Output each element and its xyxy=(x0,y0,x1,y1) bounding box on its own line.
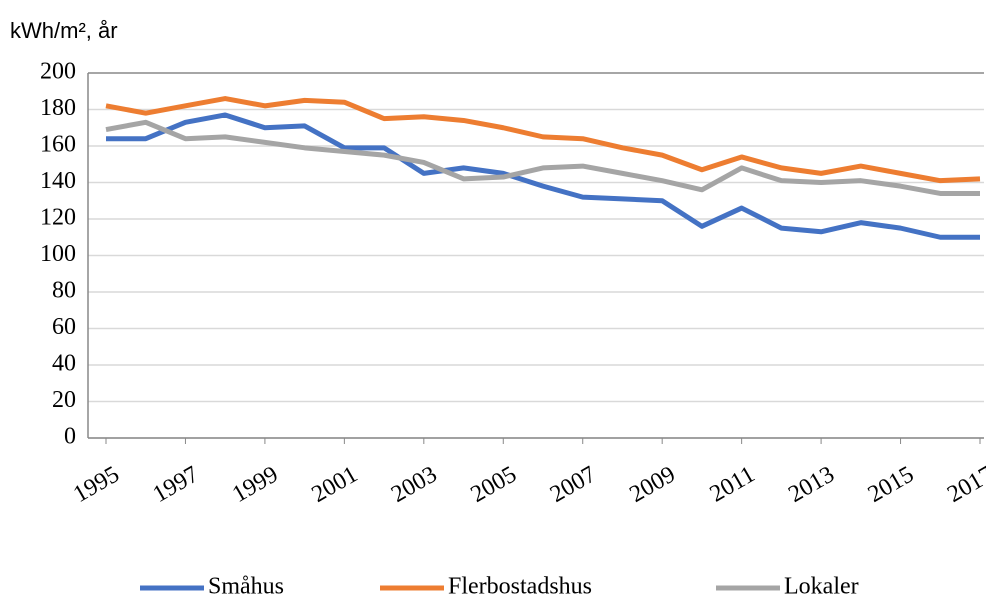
data-line xyxy=(106,112,980,240)
x-tick-label: 2001 xyxy=(308,461,363,508)
x-tick-label: 2003 xyxy=(387,461,442,508)
x-tick-label: 2013 xyxy=(784,461,839,508)
data-line xyxy=(105,119,980,196)
x-tick-label: 1997 xyxy=(149,461,204,508)
legend-label: Småhus xyxy=(208,574,284,600)
y-tick-label: 40 xyxy=(52,351,76,377)
y-tick-label: 180 xyxy=(40,95,76,121)
y-tick-label: 0 xyxy=(64,424,76,450)
y-tick-label: 160 xyxy=(40,132,76,158)
y-tick-label: 80 xyxy=(52,278,76,304)
x-tick-label: 1999 xyxy=(228,461,283,508)
x-tick-label: 2011 xyxy=(706,461,760,507)
x-tick-label: 2007 xyxy=(546,461,601,508)
y-tick-label: 200 xyxy=(40,59,76,85)
legend-label: Flerbostadshus xyxy=(448,574,592,600)
x-tick-label: 2009 xyxy=(625,461,680,508)
legend-label: Lokaler xyxy=(784,574,859,600)
x-tick-label: 2005 xyxy=(466,461,521,508)
y-axis-label: kWh/m², år xyxy=(10,18,118,43)
data-line xyxy=(105,96,981,184)
y-tick-label: 140 xyxy=(40,168,76,194)
x-tick-label: 2015 xyxy=(864,461,919,508)
y-tick-label: 100 xyxy=(40,241,76,267)
y-tick-label: 120 xyxy=(40,205,76,231)
x-tick-label: 2017 xyxy=(943,461,986,508)
y-tick-label: 20 xyxy=(52,387,76,413)
y-tick-label: 60 xyxy=(52,314,76,340)
x-tick-label: 1995 xyxy=(69,461,124,508)
